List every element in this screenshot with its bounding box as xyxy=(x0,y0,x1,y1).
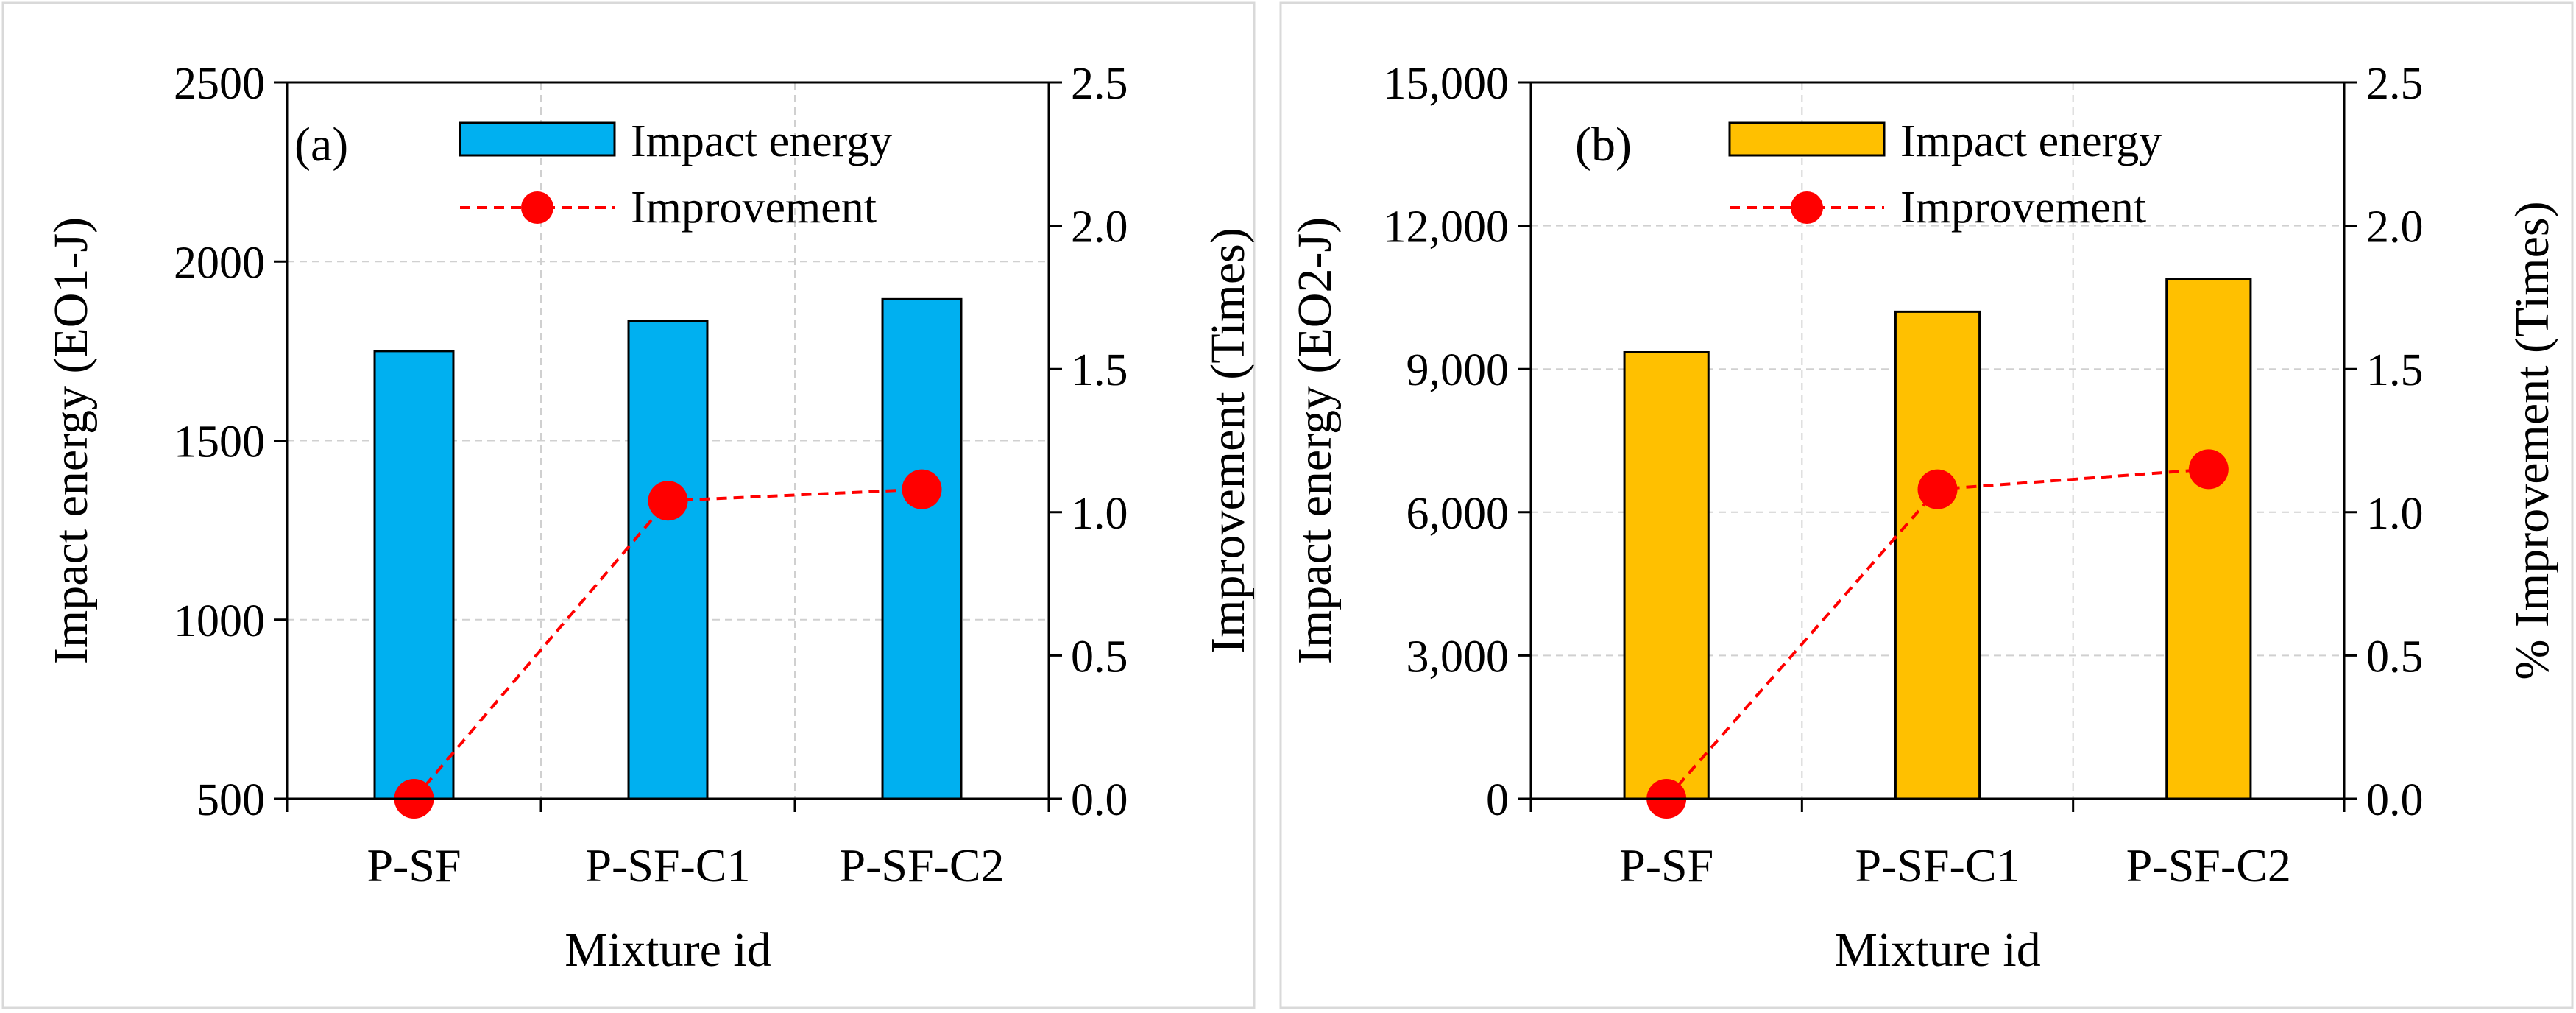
y2-tick-label: 0.0 xyxy=(2366,775,2424,825)
y2-tick-label: 2.5 xyxy=(1071,59,1128,109)
y2-tick-label: 2.5 xyxy=(2366,59,2424,109)
y-axis-title: Impact energy (EO2-J) xyxy=(1288,217,1342,664)
improvement-point-p-sf-c2 xyxy=(2188,449,2229,490)
y-tick-label: 1000 xyxy=(174,596,265,646)
legend: Impact energy Improvement xyxy=(459,116,892,233)
panel-label: (a) xyxy=(294,118,348,172)
legend-label-impact-energy: Impact energy xyxy=(1900,116,2162,166)
y-tick-label: 2000 xyxy=(174,238,265,288)
x-tick-label: P-SF-C1 xyxy=(1855,839,2020,892)
y-tick-label: 2500 xyxy=(174,59,265,109)
y2-tick-label: 0.5 xyxy=(2366,632,2424,682)
legend-label-improvement: Improvement xyxy=(631,183,877,233)
legend-marker-swatch xyxy=(1791,191,1823,224)
legend-bar-swatch xyxy=(459,121,616,157)
legend: Impact energy Improvement xyxy=(1728,116,2162,233)
y-tick-label: 3,000 xyxy=(1406,632,1510,682)
improvement-point-p-sf-c1 xyxy=(648,481,688,521)
y2-tick-label: 1.5 xyxy=(2366,345,2424,395)
bar-p-sf-c1 xyxy=(627,320,709,800)
x-tick-label: P-SF-C1 xyxy=(585,839,750,892)
y-tick-label: 500 xyxy=(197,775,265,825)
x-tick-label: P-SF xyxy=(1619,839,1713,892)
y2-tick-label: 0.5 xyxy=(1071,632,1128,682)
y2-tick-label: 2.0 xyxy=(2366,202,2424,253)
chart-panel-2: 0 3,000 6,000 9,000 12,000 15,000 0.0 0.5 1.0 1.5… xyxy=(1288,59,2559,977)
y-tick-label: 6,000 xyxy=(1406,489,1510,539)
bar-p-sf-c2 xyxy=(881,297,963,800)
legend-label-improvement: Improvement xyxy=(1900,183,2146,233)
y2-tick-label: 2.0 xyxy=(1071,202,1128,253)
plot-area-border xyxy=(1529,81,2346,800)
bar-p-sf xyxy=(1623,350,1710,800)
x-tick-label: P-SF-C2 xyxy=(839,839,1004,892)
improvement-point-p-sf-c2 xyxy=(902,469,942,509)
y2-axis-title: % Improvement (Times) xyxy=(2505,201,2559,680)
y-tick-label: 0 xyxy=(1486,775,1509,825)
y-tick-label: 15,000 xyxy=(1384,59,1510,109)
x-tick-label: P-SF-C2 xyxy=(2126,839,2291,892)
y2-tick-label: 0.0 xyxy=(1071,775,1128,825)
bar-p-sf-c1 xyxy=(1894,310,1981,800)
y2-axis-title: Improvement (Times) xyxy=(1201,227,1255,654)
y-tick-label: 9,000 xyxy=(1406,345,1510,395)
chart-panel-1: 500 1000 1500 2000 2500 0.0 0.5 1.0 1.5 2.0 2.5 P-S… xyxy=(44,59,1255,977)
legend-bar-swatch xyxy=(1728,121,1886,157)
panel-label: (b) xyxy=(1575,118,1632,172)
y2-tick-label: 1.0 xyxy=(1071,489,1128,539)
y-axis-title: Impact energy (EO1-J) xyxy=(44,217,98,664)
y-tick-label: 1500 xyxy=(174,417,265,467)
y2-tick-label: 1.5 xyxy=(1071,345,1128,395)
x-tick-label: P-SF xyxy=(367,839,461,892)
legend-marker-swatch xyxy=(521,191,553,224)
y-tick-label: 12,000 xyxy=(1384,202,1510,253)
y2-tick-label: 1.0 xyxy=(2366,489,2424,539)
x-axis-title: Mixture id xyxy=(1834,923,2040,977)
bar-p-sf-c2 xyxy=(2165,278,2252,800)
improvement-point-p-sf-c1 xyxy=(1917,469,1958,509)
x-axis-title: Mixture id xyxy=(565,923,771,977)
bar-p-sf xyxy=(373,350,455,800)
legend-label-impact-energy: Impact energy xyxy=(631,116,892,166)
